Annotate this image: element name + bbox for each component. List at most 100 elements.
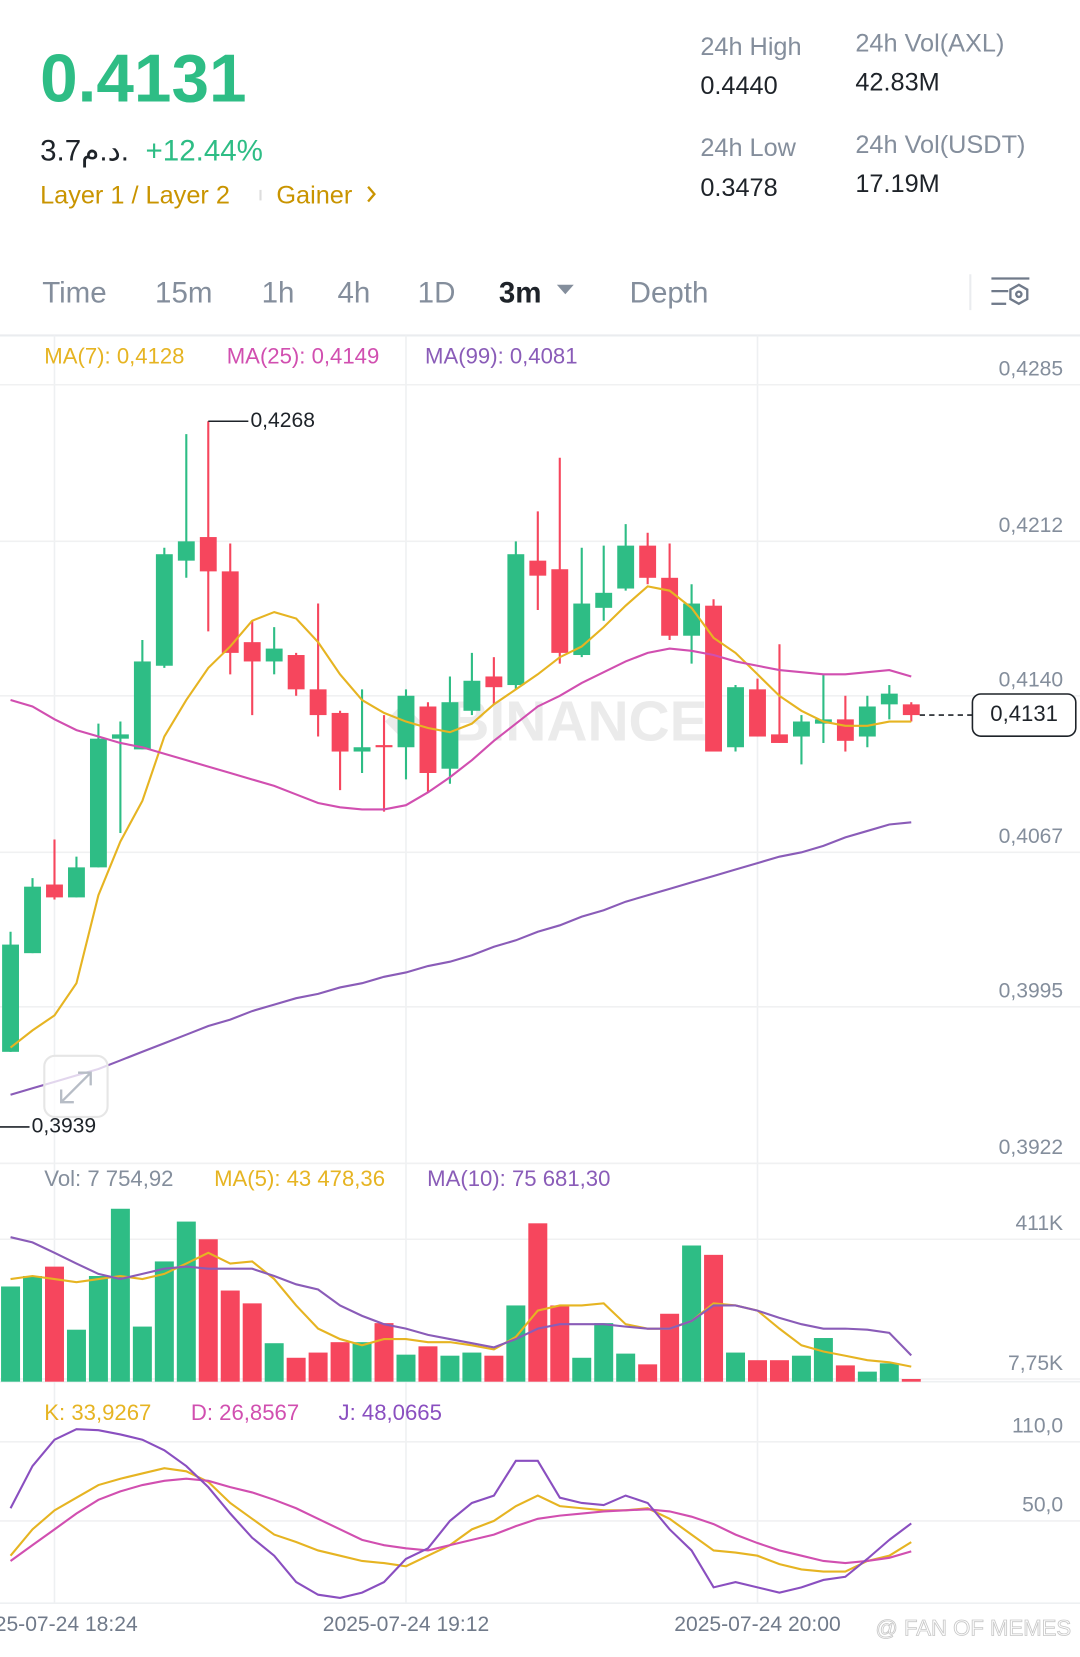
volume-bar (374, 1323, 394, 1382)
candle-body (133, 661, 151, 750)
legend-entry: MA(10): 75 681,30 (427, 1166, 610, 1191)
stat-value: 0.4440 (700, 72, 777, 100)
candle-body (705, 605, 722, 752)
volume-bar (176, 1221, 196, 1382)
x-tick-label: 2025-07-24 18:24 (0, 1613, 138, 1636)
tab[interactable]: 4h (338, 277, 371, 310)
candle-body (639, 545, 657, 578)
watermark-credit: @ FAN OF MEMES (875, 1615, 1071, 1640)
candle-body (617, 545, 635, 589)
fullscreen-button[interactable] (43, 1054, 109, 1119)
volume-bar (813, 1338, 833, 1382)
tab-active[interactable]: 3m (499, 277, 542, 310)
volume-bar (286, 1357, 306, 1382)
volume-bar (835, 1365, 855, 1382)
volume-bar (220, 1290, 240, 1382)
dropdown-arrow[interactable] (556, 284, 574, 295)
chart-settings-icon[interactable] (991, 277, 1030, 306)
last-price-label: 0,4131 (990, 701, 1058, 726)
volume-bar (264, 1343, 284, 1382)
candle-body (858, 706, 876, 737)
legend-entry: J: 48,0665 (339, 1400, 442, 1425)
candle-body (46, 884, 63, 898)
tab[interactable]: 1D (418, 277, 456, 310)
plot: 2025-07-24 18:24 2025-07-24 19:12 2025-07-… (0, 335, 1080, 1636)
indicator-line (9, 1477, 912, 1565)
volume-bar (88, 1275, 108, 1382)
stat-label: 24h Low (700, 134, 796, 162)
volume-bar (769, 1360, 789, 1382)
candle-body (68, 867, 85, 898)
x-tick-label: 2025-07-24 19:12 (323, 1613, 489, 1636)
candle-body (243, 642, 261, 662)
tab[interactable]: 15m (155, 277, 212, 310)
sector-tag[interactable]: Layer 1 / Layer 2 (40, 182, 230, 210)
volume-bar (660, 1313, 680, 1382)
legend-entry: MA(5): 43 478,36 (214, 1166, 385, 1191)
candle-body (902, 704, 920, 716)
last-price-box (971, 693, 1077, 737)
candle-body (24, 886, 41, 954)
y-tick-label: 0,4140 (999, 669, 1063, 692)
volume-bar (23, 1275, 43, 1382)
gainer-tag[interactable]: Gainer (276, 182, 352, 210)
candle-body (507, 554, 525, 686)
indicator-line (10, 1251, 912, 1368)
price-change: +12.44% (146, 134, 263, 167)
y-tick-label: 110,0 (1012, 1415, 1063, 1438)
indicator-line (10, 647, 912, 811)
candle-body (551, 569, 569, 653)
candle-body (353, 747, 371, 752)
candle-body (792, 721, 810, 737)
volume-bar (44, 1266, 64, 1382)
candle-body (111, 734, 129, 739)
candle-body (880, 693, 898, 705)
y-tick-label: 0,4212 (999, 514, 1063, 537)
stat-label: 24h Vol(AXL) (855, 30, 1004, 58)
volume-bar (616, 1353, 636, 1382)
volume-bar (682, 1245, 702, 1382)
legend-entry: MA(99): 0,4081 (425, 343, 578, 368)
volume-bar (572, 1357, 592, 1382)
last-price: 0.4131 (40, 41, 246, 116)
y-tick-label: 50,0 (1022, 1494, 1063, 1517)
indicator-line (9, 1467, 912, 1573)
stat-label: 24h Vol(USDT) (855, 131, 1025, 159)
volume-bar (66, 1329, 86, 1382)
candle-body (463, 680, 481, 711)
tab[interactable]: Time (42, 277, 107, 310)
indicator-line (10, 1236, 913, 1357)
volume-bar (791, 1355, 811, 1382)
tab[interactable]: 1h (262, 277, 295, 310)
candle-body (727, 687, 744, 748)
volume-bar (154, 1261, 174, 1382)
volume-bar (748, 1360, 767, 1382)
stat-value: 17.19M (855, 170, 939, 198)
y-tick-label: 0,4067 (999, 825, 1063, 848)
volume-bar (484, 1355, 504, 1382)
volume-bar (132, 1326, 152, 1382)
volume-bar (440, 1355, 460, 1382)
candle-body (661, 577, 679, 636)
stat-label: 24h High (700, 33, 801, 61)
stat-value: 42.83M (855, 69, 939, 97)
candle-body (485, 676, 503, 688)
volume-bar (704, 1254, 724, 1382)
chevron (367, 185, 376, 203)
candle-body (529, 560, 547, 576)
tab[interactable]: Depth (630, 277, 709, 310)
legend-entry: D: 26,8567 (191, 1400, 299, 1425)
candle-body (595, 592, 613, 608)
indicator-line (9, 1428, 912, 1599)
candle-body (375, 745, 393, 748)
volume-bar (901, 1378, 921, 1382)
volume-bar (462, 1352, 482, 1382)
volume-title: Vol: 7 754,92 (44, 1166, 173, 1191)
volume-bar (396, 1354, 416, 1382)
volume-bar (726, 1352, 746, 1382)
volume-bar (506, 1305, 526, 1382)
volume-bar (879, 1363, 899, 1382)
candle-body (836, 719, 854, 741)
volume-bar (330, 1342, 350, 1382)
